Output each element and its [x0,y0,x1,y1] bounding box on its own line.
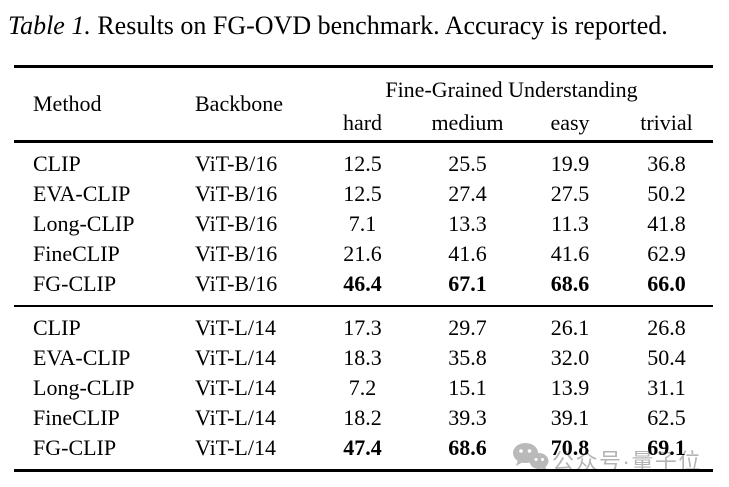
value-easy: 13.9 [550,375,590,400]
method-cell: FG-CLIP [33,270,117,296]
value-trivial: 69.1 [647,435,686,460]
method-cell: FineCLIP [33,240,120,266]
col-header-easy: easy [550,110,590,135]
value-easy: 11.3 [551,210,589,236]
backbone-cell: ViT-L/14 [195,315,276,340]
value-easy: 41.6 [550,240,590,266]
value-hard: 17.3 [343,315,382,340]
value-trivial: 41.8 [647,210,686,236]
value-easy: 70.8 [550,435,590,460]
table-row: CLIP ViT-B/16 12.5 25.5 19.9 36.8 [14,149,713,179]
value-hard: 21.6 [343,240,382,266]
value-easy: 68.6 [550,270,590,296]
backbone-cell: ViT-B/16 [195,150,278,176]
value-hard: 7.2 [348,375,377,400]
backbone-cell: ViT-L/14 [195,435,276,460]
backbone-cell: ViT-B/16 [195,210,278,236]
method-cell: Long-CLIP [33,210,135,236]
caption-label: Table 1. [8,11,91,40]
value-medium: 13.3 [448,210,487,236]
col-header-medium: medium [431,110,504,135]
value-medium: 39.3 [448,405,487,430]
value-easy: 27.5 [550,180,590,206]
value-trivial: 31.1 [647,375,686,400]
table-row: Long-CLIP ViT-B/16 7.1 13.3 11.3 41.8 [14,209,713,239]
value-medium: 35.8 [448,345,487,370]
table-row: Long-CLIP ViT-L/14 7.2 15.1 13.9 31.1 [14,373,713,403]
col-header-method: Method [33,91,102,116]
table-row: FG-CLIP ViT-B/16 46.4 67.1 68.6 66.0 [14,269,713,299]
method-cell: CLIP [33,150,81,176]
value-trivial: 26.8 [647,315,686,340]
table-row: FineCLIP ViT-L/14 18.2 39.3 39.1 62.5 [14,403,713,433]
value-medium: 15.1 [448,375,487,400]
col-header-hard: hard [342,110,383,135]
results-table: Method Backbone Fine-Grained Understandi… [14,65,713,472]
table-block-vitl14: CLIP ViT-L/14 17.3 29.7 26.1 26.8 EVA-CL… [14,307,713,469]
value-hard: 18.2 [343,405,382,430]
value-trivial: 62.9 [647,240,686,266]
value-medium: 41.6 [448,240,487,266]
method-cell: FG-CLIP [33,435,117,460]
table-rule-bottom [14,469,713,472]
value-trivial: 62.5 [647,405,686,430]
method-cell: FineCLIP [33,405,120,430]
value-hard: 12.5 [343,150,382,176]
col-group-header: Fine-Grained Understanding [385,77,638,102]
value-medium: 25.5 [448,150,487,176]
value-hard: 18.3 [343,345,382,370]
value-hard: 7.1 [348,210,377,236]
value-hard: 47.4 [343,435,382,460]
method-cell: EVA-CLIP [33,180,131,206]
table-row: FineCLIP ViT-B/16 21.6 41.6 41.6 62.9 [14,239,713,269]
value-medium: 68.6 [448,435,487,460]
backbone-cell: ViT-B/16 [195,270,278,296]
method-cell: CLIP [33,315,81,340]
table-row: FG-CLIP ViT-L/14 47.4 68.6 70.8 69.1 [14,433,713,463]
value-trivial: 66.0 [647,270,686,296]
value-hard: 46.4 [343,270,382,296]
table-caption: Table 1. Results on FG-OVD benchmark. Ac… [8,9,723,43]
value-trivial: 50.2 [647,180,686,206]
table-row: EVA-CLIP ViT-B/16 12.5 27.4 27.5 50.2 [14,179,713,209]
table-row: EVA-CLIP ViT-L/14 18.3 35.8 32.0 50.4 [14,343,713,373]
value-easy: 26.1 [550,315,590,340]
table-rule-top [14,65,713,68]
value-medium: 29.7 [448,315,487,340]
method-cell: Long-CLIP [33,375,135,400]
value-trivial: 36.8 [647,150,686,176]
method-cell: EVA-CLIP [33,345,131,370]
value-medium: 27.4 [448,180,487,206]
backbone-cell: ViT-B/16 [195,240,278,266]
table-rule-header [14,140,713,143]
table-rule-mid [14,304,713,307]
table-row: CLIP ViT-L/14 17.3 29.7 26.1 26.8 [14,313,713,343]
backbone-cell: ViT-L/14 [195,405,276,430]
value-easy: 32.0 [550,345,590,370]
backbone-cell: ViT-L/14 [195,375,276,400]
value-easy: 39.1 [550,405,590,430]
caption-text: Results on FG-OVD benchmark. Accuracy is… [90,11,668,40]
value-trivial: 50.4 [647,345,686,370]
col-header-backbone: Backbone [195,91,283,116]
backbone-cell: ViT-B/16 [195,180,278,206]
value-medium: 67.1 [448,270,487,296]
table-block-vitb16: CLIP ViT-B/16 12.5 25.5 19.9 36.8 EVA-CL… [14,143,713,305]
col-header-trivial: trivial [640,110,693,135]
table-header: Method Backbone Fine-Grained Understandi… [14,68,713,140]
value-hard: 12.5 [343,180,382,206]
backbone-cell: ViT-L/14 [195,345,276,370]
value-easy: 19.9 [550,150,590,176]
